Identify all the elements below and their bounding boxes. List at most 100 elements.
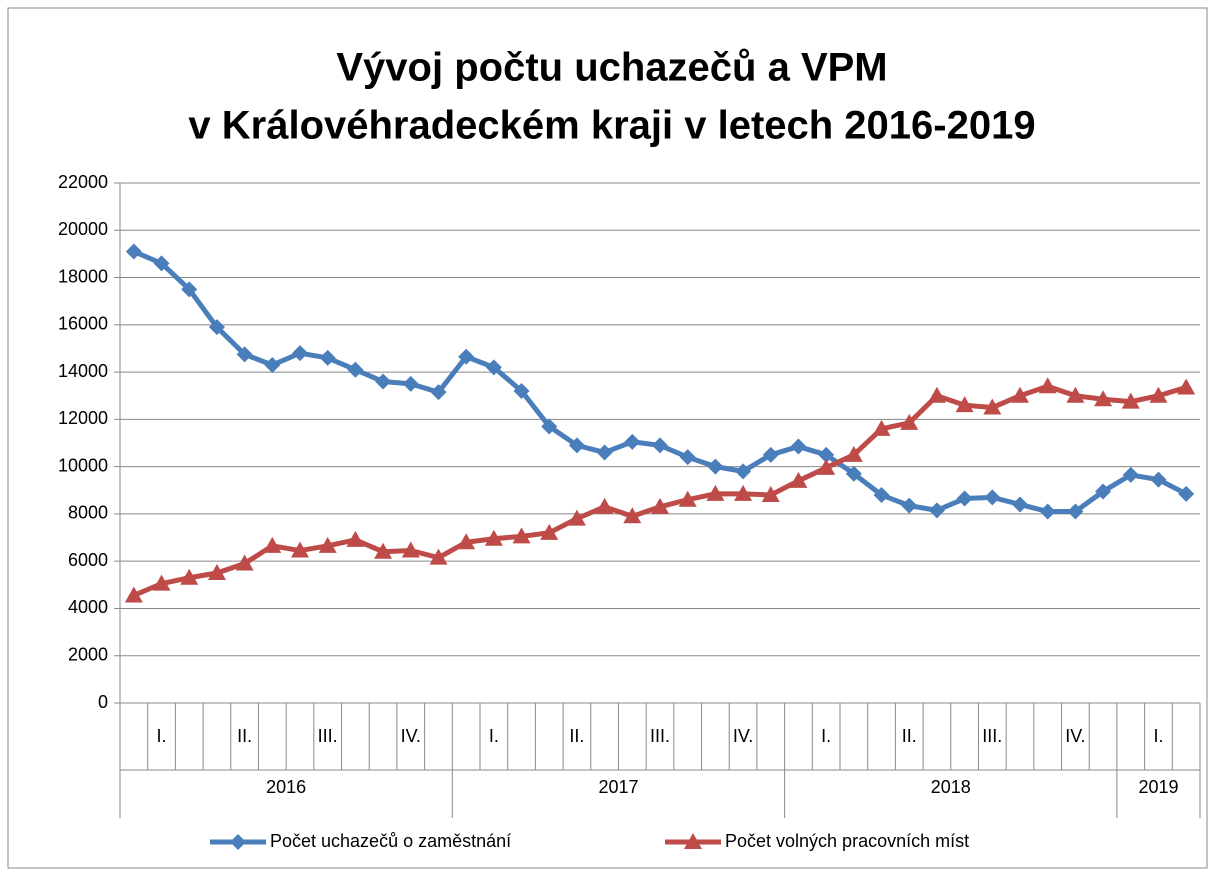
quarter-label: III. [982,726,1002,746]
marker [457,533,476,550]
marker [684,833,702,849]
marker [901,497,918,514]
year-label: 2016 [266,777,306,797]
marker [347,361,364,378]
marker [1011,386,1029,403]
marker [1178,485,1195,502]
marker [1177,378,1196,395]
marker [208,319,225,336]
marker [1150,471,1167,488]
marker [318,536,337,553]
legend-label: Počet uchazečů o zaměstnání [270,831,511,851]
legend-label: Počet volných pracovních míst [725,831,969,851]
marker [873,487,890,503]
quarter-label: IV. [1065,726,1085,746]
year-label: 2018 [931,777,971,797]
quarter-label: II. [902,726,917,746]
marker [762,446,779,463]
marker [734,484,753,501]
marker [678,490,697,507]
marker [928,502,945,519]
marker [1149,386,1168,403]
marker [623,507,642,524]
marker [236,346,253,363]
marker [1067,503,1084,520]
marker [292,345,308,362]
marker [346,530,365,547]
marker [790,438,807,455]
marker [596,444,613,461]
quarter-label: I. [821,726,831,746]
marker [152,574,171,591]
marker [1038,377,1057,394]
marker [845,465,862,482]
marker [1066,386,1085,403]
y-tick-label: 8000 [68,503,108,523]
marker [207,564,226,580]
marker [485,359,502,376]
marker [679,449,696,466]
marker [375,373,392,390]
quarter-label: I. [157,726,167,746]
y-tick-label: 10000 [58,455,108,475]
marker [181,281,198,298]
y-tick-label: 2000 [68,644,108,664]
marker [1121,392,1140,409]
marker [235,554,254,571]
marker [264,357,281,373]
marker [1012,496,1028,513]
quarter-label: III. [318,726,338,746]
y-tick-label: 18000 [58,266,108,286]
marker [984,489,1001,506]
chart-title: Vývoj počtu uchazečů a VPM [336,46,887,90]
marker [900,413,919,430]
marker [540,523,559,540]
marker [927,386,946,403]
marker [844,445,863,462]
marker [706,484,725,501]
marker [624,433,641,450]
marker [153,255,170,272]
marker [374,542,393,559]
year-label: 2017 [598,777,638,797]
marker [429,548,448,565]
marker [458,348,475,365]
marker [817,458,836,475]
marker [818,446,835,463]
marker [484,529,503,546]
marker [263,536,282,553]
quarter-label: III. [650,726,670,746]
marker [707,458,724,475]
y-tick-label: 12000 [58,408,108,428]
quarter-label: II. [237,726,252,746]
marker [567,509,586,526]
marker [761,486,780,502]
marker [291,541,309,558]
y-tick-label: 6000 [68,550,108,570]
marker [735,463,752,480]
marker [595,497,614,514]
marker [125,243,142,260]
quarter-label: I. [1153,726,1163,746]
marker [789,471,808,488]
marker [541,418,558,435]
quarter-label: IV. [401,726,421,746]
chart-subtitle: v Královéhradeckém kraji v letech 2016-2… [188,104,1035,148]
marker [124,586,143,603]
marker [402,375,419,392]
y-tick-label: 14000 [58,361,108,381]
chart-border [7,7,1208,869]
marker [651,497,669,514]
marker [319,349,336,366]
y-tick-label: 16000 [58,314,108,334]
marker [430,384,447,401]
marker [180,568,199,585]
marker [983,398,1002,415]
marker [1094,390,1113,407]
quarter-label: IV. [733,726,753,746]
quarter-label: I. [489,726,499,746]
marker [1095,483,1112,500]
y-tick-label: 4000 [68,597,108,617]
year-label: 2019 [1138,777,1178,797]
